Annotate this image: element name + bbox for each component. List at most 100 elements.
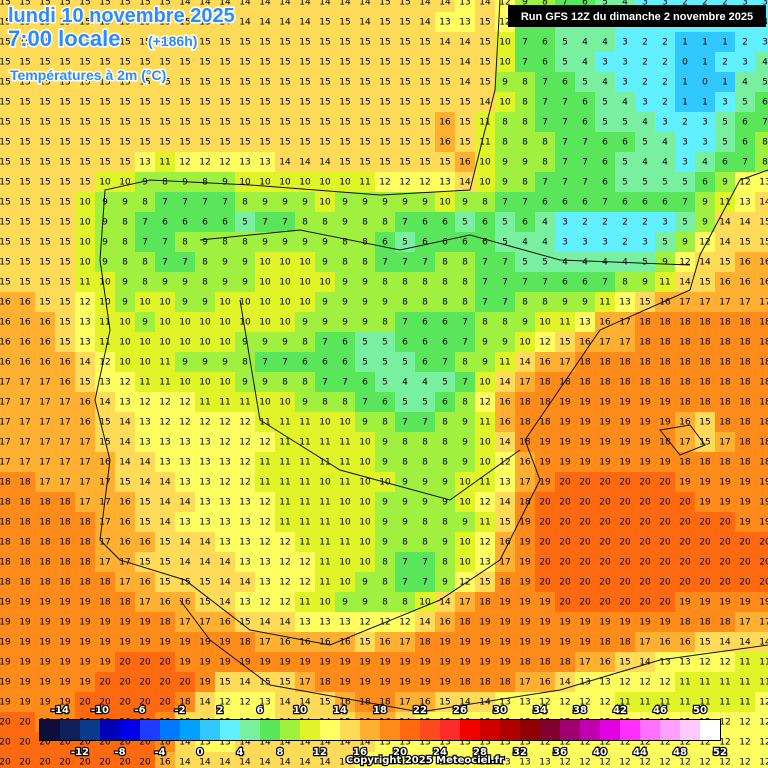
temperature-value: 19 [439,658,451,668]
temperature-cell [155,392,175,412]
temperature-value: 11 [299,498,310,508]
temperature-value: 14 [699,258,711,268]
temperature-value: 6 [162,218,168,228]
temperature-value: 13 [379,738,390,748]
temperature-cell [195,352,215,372]
temperature-value: 13 [139,158,150,168]
temperature-value: 15 [59,178,70,188]
temperature-value: 15 [419,58,430,68]
temperature-cell [15,12,35,32]
temperature-cell [15,712,35,732]
temperature-cell [655,372,675,392]
legend-swatch [560,720,580,740]
temperature-cell [235,252,255,272]
temperature-cell [515,92,535,112]
temperature-cell [435,232,455,252]
temperature-cell [315,152,335,172]
temperature-value: 10 [259,398,271,408]
temperature-value: 8 [342,238,348,248]
temperature-value: 16 [499,538,511,548]
temperature-cell [315,412,335,432]
temperature-value: 15 [319,118,330,128]
temperature-value: 20 [579,478,591,488]
temperature-cell [475,632,495,652]
temperature-value: 15 [419,158,430,168]
temperature-cell [295,252,315,272]
temperature-value: 8 [382,598,388,608]
temperature-value: 11 [319,518,330,528]
temperature-value: 18 [519,658,531,668]
temperature-value: 18 [99,578,111,588]
temperature-cell [495,132,515,152]
temperature-cell [195,592,215,612]
temperature-cell [155,272,175,292]
temperature-cell [595,672,615,692]
temperature-value: 20 [659,498,671,508]
temperature-value: 17 [79,478,90,488]
temperature-value: 10 [339,498,351,508]
temperature-value: 3 [602,58,608,68]
temperature-cell [115,572,135,592]
temperature-cell [95,92,115,112]
temperature-value: 15 [119,158,130,168]
temperature-value: 3 [622,38,628,48]
temperature-cell [515,412,535,432]
temperature-cell [215,512,235,532]
temperature-value: 12 [419,178,430,188]
temperature-cell [155,232,175,252]
temperature-value: 14 [279,158,291,168]
temperature-cell [75,72,95,92]
temperature-value: 19 [679,598,691,608]
temperature-cell [235,272,255,292]
temperature-value: 18 [739,358,751,368]
temperature-value: 19 [79,618,91,628]
temperature-value: 4 [542,218,548,228]
temperature-value: 8 [482,198,488,208]
temperature-value: 12 [599,758,610,768]
temperature-value: 10 [359,518,371,528]
temperature-cell [375,32,395,52]
temperature-value: 14 [759,198,768,208]
temperature-cell [175,532,195,552]
temperature-cell [595,152,615,172]
temperature-cell [515,532,535,552]
forecast-time: 7:00 locale [8,26,121,51]
temperature-value: 8 [402,458,408,468]
temperature-value: 17 [639,638,650,648]
temperature-value: 10 [219,338,231,348]
temperature-cell [35,692,55,712]
temperature-cell [455,192,475,212]
temperature-value: 18 [719,418,731,428]
temperature-value: 19 [639,398,651,408]
temperature-cell [635,52,655,72]
temperature-cell [455,332,475,352]
temperature-value: 15 [59,238,70,248]
temperature-value: 14 [639,658,651,668]
temperature-cell [255,352,275,372]
temperature-cell [235,572,255,592]
temperature-cell [35,252,55,272]
temperature-cell [715,412,735,432]
temperature-cell [275,72,295,92]
temperature-value: 14 [159,478,171,488]
temperature-cell [515,692,535,712]
temperature-cell [695,152,715,172]
temperature-value: 15 [39,58,50,68]
temperature-cell [55,152,75,172]
temperature-cell [495,552,515,572]
temperature-cell [675,52,695,72]
temperature-cell [375,512,395,532]
temperature-cell [475,192,495,212]
temperature-cell [555,152,575,172]
temperature-cell [495,192,515,212]
temperature-cell [335,332,355,352]
temperature-cell [55,352,75,372]
temperature-value: 15 [139,0,150,8]
temperature-cell [655,252,675,272]
temperature-cell [695,412,715,432]
temperature-cell [635,252,655,272]
temperature-value: 3 [662,218,668,228]
temperature-cell [755,532,768,552]
temperature-value: 10 [179,378,191,388]
temperature-cell [455,412,475,432]
